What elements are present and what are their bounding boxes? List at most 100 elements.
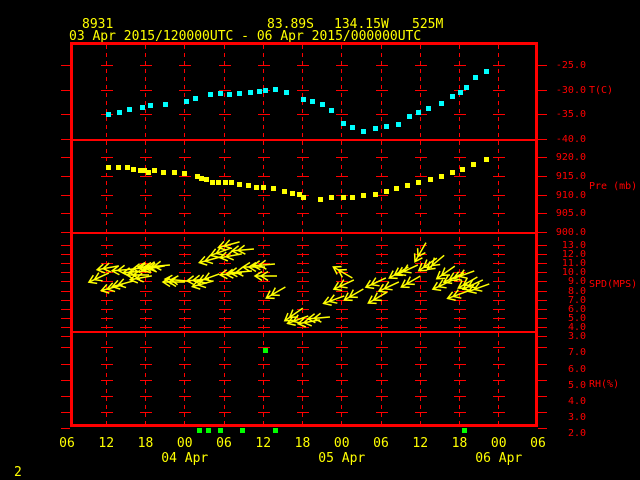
gridline-cross	[336, 309, 348, 310]
gridline-cross	[297, 213, 309, 214]
wind-arrow-icon	[258, 278, 293, 309]
gridline-cross	[454, 396, 466, 397]
gridline-cross	[415, 65, 427, 66]
wind-arrow-icon	[302, 308, 333, 329]
gridline-cross	[297, 65, 309, 66]
pressure-dot	[373, 192, 378, 197]
left-axis-tick	[61, 380, 70, 381]
gridline-cross	[454, 281, 466, 282]
gridline-cross	[219, 157, 231, 158]
gridline-cross	[297, 380, 309, 381]
x-date-label: 05 Apr	[318, 451, 366, 466]
wind-arrow-icon	[390, 255, 425, 284]
wind-arrow-icon	[428, 257, 463, 289]
gridline-cross	[454, 195, 466, 196]
gridline-cross	[376, 65, 388, 66]
pressure-dot	[138, 168, 143, 173]
pressure-dot	[142, 168, 147, 173]
pressure-dot	[297, 192, 302, 197]
gridline-cross	[376, 318, 388, 319]
gridline-cross	[101, 327, 113, 328]
gridline-cross	[140, 213, 152, 214]
gridline-cross	[258, 213, 270, 214]
gridline-cross	[101, 176, 113, 177]
temperature-dot	[373, 126, 378, 131]
gridline-cross	[179, 347, 191, 348]
left-axis-tick	[61, 213, 70, 214]
gridline-cross	[258, 157, 270, 158]
wind-arrow-icon	[392, 267, 427, 298]
gridline-cross	[336, 364, 348, 365]
gridline-cross	[336, 245, 348, 246]
gridline-cross	[179, 291, 191, 292]
x-tick-label: 06	[530, 436, 546, 451]
pressure-dot	[116, 165, 121, 170]
section-divider	[70, 232, 538, 234]
gridline-cross	[179, 364, 191, 365]
right-axis-tick	[538, 245, 547, 246]
y-axis-unit-label: RH(%)	[589, 379, 620, 390]
gridline-cross	[493, 176, 505, 177]
gridline-cross	[336, 396, 348, 397]
wind-arrow-icon	[335, 280, 370, 311]
gridline-cross	[179, 195, 191, 196]
right-axis-tick	[538, 157, 547, 158]
x-tick-label: 18	[294, 436, 311, 451]
x-date-label: 04 Apr	[161, 451, 209, 466]
station-latitude: 83.89S	[267, 17, 314, 32]
gridline-cross	[179, 396, 191, 397]
pressure-dot	[182, 171, 187, 176]
y-tick-label: 3.0	[567, 331, 586, 342]
x-tick-label: 18	[137, 436, 154, 451]
gridline-cross	[376, 412, 388, 413]
left-axis-tick	[61, 318, 70, 319]
right-axis-tick	[538, 347, 547, 348]
gridline-cross	[219, 263, 231, 264]
temperature-dot	[450, 94, 455, 99]
pressure-dot	[271, 186, 276, 191]
station-longitude: 134.15W	[334, 17, 389, 32]
right-axis-tick	[538, 176, 547, 177]
right-axis-tick	[538, 412, 547, 413]
y-tick-label: 905.0	[555, 208, 586, 219]
gridline-cross	[297, 291, 309, 292]
pressure-dot	[384, 189, 389, 194]
gridline-cross	[454, 327, 466, 328]
pressure-dot	[450, 170, 455, 175]
gridline-cross	[140, 195, 152, 196]
gridline-cross	[140, 396, 152, 397]
gridline-cross	[454, 272, 466, 273]
gridline-cross	[179, 263, 191, 264]
wind-arrow-icon	[461, 274, 495, 301]
gridline-cross	[493, 318, 505, 319]
gridline-cross	[101, 300, 113, 301]
right-axis-tick	[538, 65, 547, 66]
wind-arrow-icon	[185, 272, 219, 297]
pressure-dot	[361, 193, 366, 198]
x-tick-label: 06	[373, 436, 389, 451]
gridline-cross	[179, 380, 191, 381]
gridline-cross	[415, 176, 427, 177]
left-axis-tick	[61, 65, 70, 66]
wind-arrow-icon	[248, 255, 279, 276]
gridline-cross	[297, 309, 309, 310]
right-axis-tick	[538, 139, 547, 140]
gridline-cross	[258, 380, 270, 381]
gridline-cross	[258, 263, 270, 264]
pressure-dot	[195, 174, 200, 179]
humidity-dot	[206, 428, 211, 433]
left-axis-tick	[61, 263, 70, 264]
gridline-cross	[179, 309, 191, 310]
y-axis-unit-label: Pre (mb)	[589, 181, 638, 192]
gridline-cross	[376, 300, 388, 301]
gridline-cross	[376, 281, 388, 282]
gridline-cross	[140, 364, 152, 365]
gridline-cross	[336, 254, 348, 255]
gridline-cross	[140, 245, 152, 246]
gridline-cross	[376, 263, 388, 264]
gridline-cross	[179, 245, 191, 246]
right-axis-tick	[538, 380, 547, 381]
y-tick-label: 5.0	[567, 313, 586, 324]
